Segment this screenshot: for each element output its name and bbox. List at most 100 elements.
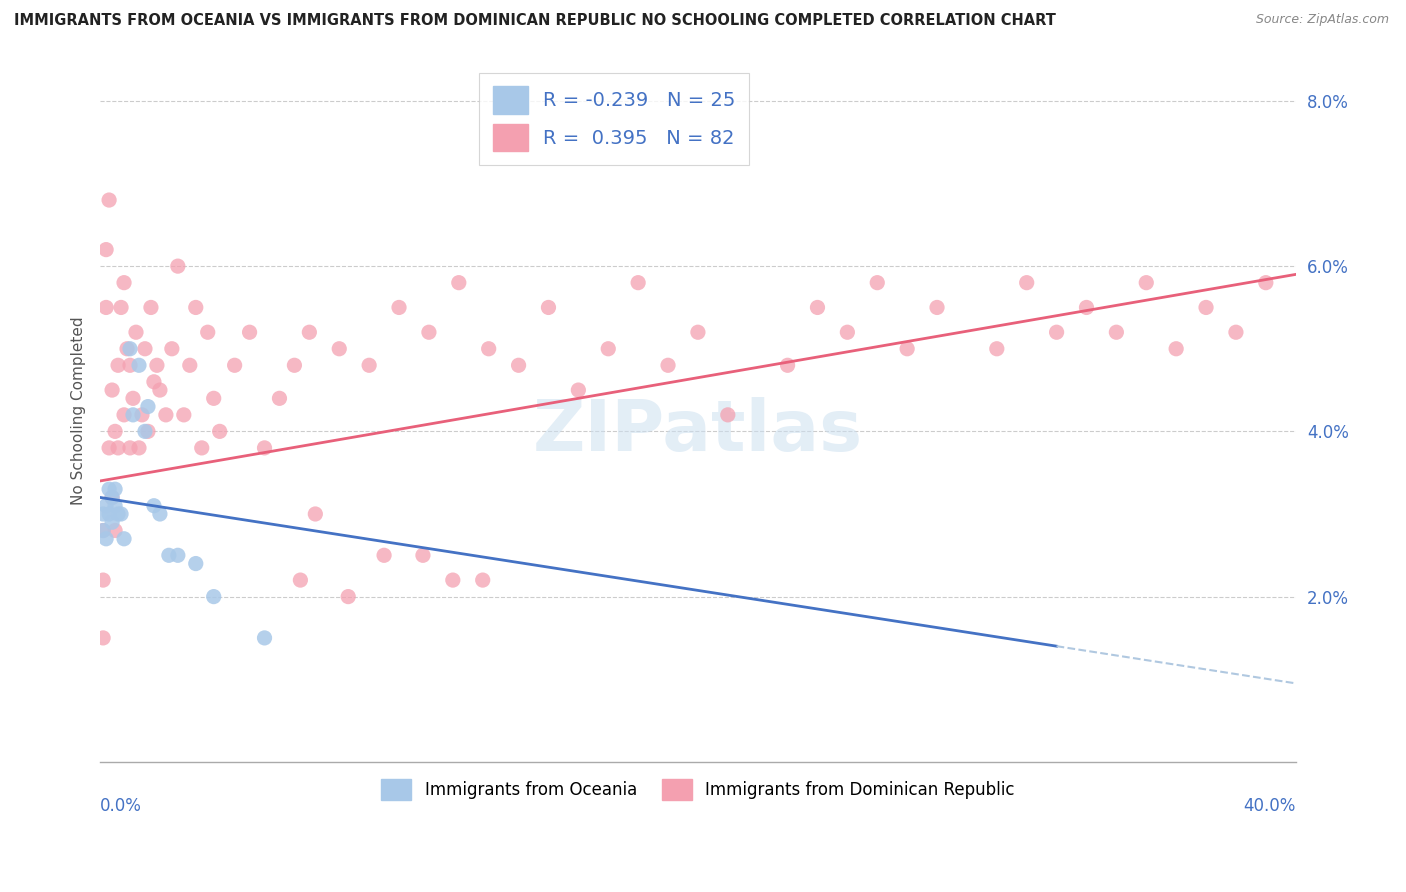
Point [112,408,135,422]
Point [98,507,121,521]
Point [806,301,828,315]
Point [447,276,470,290]
Point [104,524,127,538]
Point [134,342,156,356]
Point [118,441,141,455]
Point [94,301,117,315]
Point [224,359,246,373]
Point [157,549,180,563]
Point [896,342,918,356]
Point [98,482,121,496]
Point [471,573,494,587]
Point [478,342,501,356]
Point [1135,276,1157,290]
Point [128,359,150,373]
Point [837,325,859,339]
Point [337,590,360,604]
Point [1076,301,1098,315]
Point [1045,325,1067,339]
Point [1015,276,1038,290]
Point [94,532,117,546]
Point [118,342,141,356]
Point [94,499,117,513]
Point [412,549,434,563]
Point [866,276,889,290]
Point [155,408,177,422]
Point [91,631,114,645]
Point [359,359,381,373]
Point [567,383,589,397]
Point [115,342,138,356]
Point [418,325,440,339]
Text: IMMIGRANTS FROM OCEANIA VS IMMIGRANTS FROM DOMINICAN REPUBLIC NO SCHOOLING COMPL: IMMIGRANTS FROM OCEANIA VS IMMIGRANTS FR… [14,13,1056,29]
Point [107,507,129,521]
Point [160,342,183,356]
Point [149,383,172,397]
Point [91,524,114,538]
Point [627,276,650,290]
Point [253,441,276,455]
Point [1225,325,1247,339]
Point [104,499,127,513]
Y-axis label: No Schooling Completed: No Schooling Completed [72,317,86,505]
Point [304,507,326,521]
Point [328,342,350,356]
Point [112,276,135,290]
Text: Source: ZipAtlas.com: Source: ZipAtlas.com [1256,13,1389,27]
Point [1166,342,1188,356]
Point [118,359,141,373]
Point [1195,301,1218,315]
Point [283,359,305,373]
Point [508,359,530,373]
Point [94,243,117,257]
Point [136,400,159,414]
Point [101,491,124,505]
Text: 40.0%: 40.0% [1243,797,1296,814]
Point [202,590,225,604]
Point [388,301,411,315]
Point [986,342,1008,356]
Point [125,325,148,339]
Point [208,425,231,439]
Point [657,359,679,373]
Point [149,507,172,521]
Point [166,549,188,563]
Point [184,301,207,315]
Point [197,325,219,339]
Point [91,573,114,587]
Text: ZIPatlas: ZIPatlas [533,397,863,467]
Point [1254,276,1277,290]
Point [253,631,276,645]
Point [101,515,124,529]
Point [925,301,948,315]
Point [717,408,740,422]
Point [134,425,156,439]
Point [179,359,201,373]
Point [239,325,262,339]
Point [269,392,291,406]
Point [173,408,195,422]
Point [139,301,162,315]
Point [91,507,114,521]
Point [686,325,709,339]
Point [110,507,132,521]
Point [107,441,129,455]
Point [91,524,114,538]
Point [101,491,124,505]
Point [290,573,312,587]
Point [190,441,212,455]
Point [537,301,560,315]
Point [441,573,464,587]
Point [112,532,135,546]
Point [122,408,145,422]
Legend: R = -0.239   N = 25, R =  0.395   N = 82: R = -0.239 N = 25, R = 0.395 N = 82 [479,73,749,165]
Point [298,325,321,339]
Point [101,383,124,397]
Point [776,359,799,373]
Point [142,499,165,513]
Point [146,359,169,373]
Point [128,441,150,455]
Point [598,342,620,356]
Point [373,549,395,563]
Text: 0.0%: 0.0% [100,797,142,814]
